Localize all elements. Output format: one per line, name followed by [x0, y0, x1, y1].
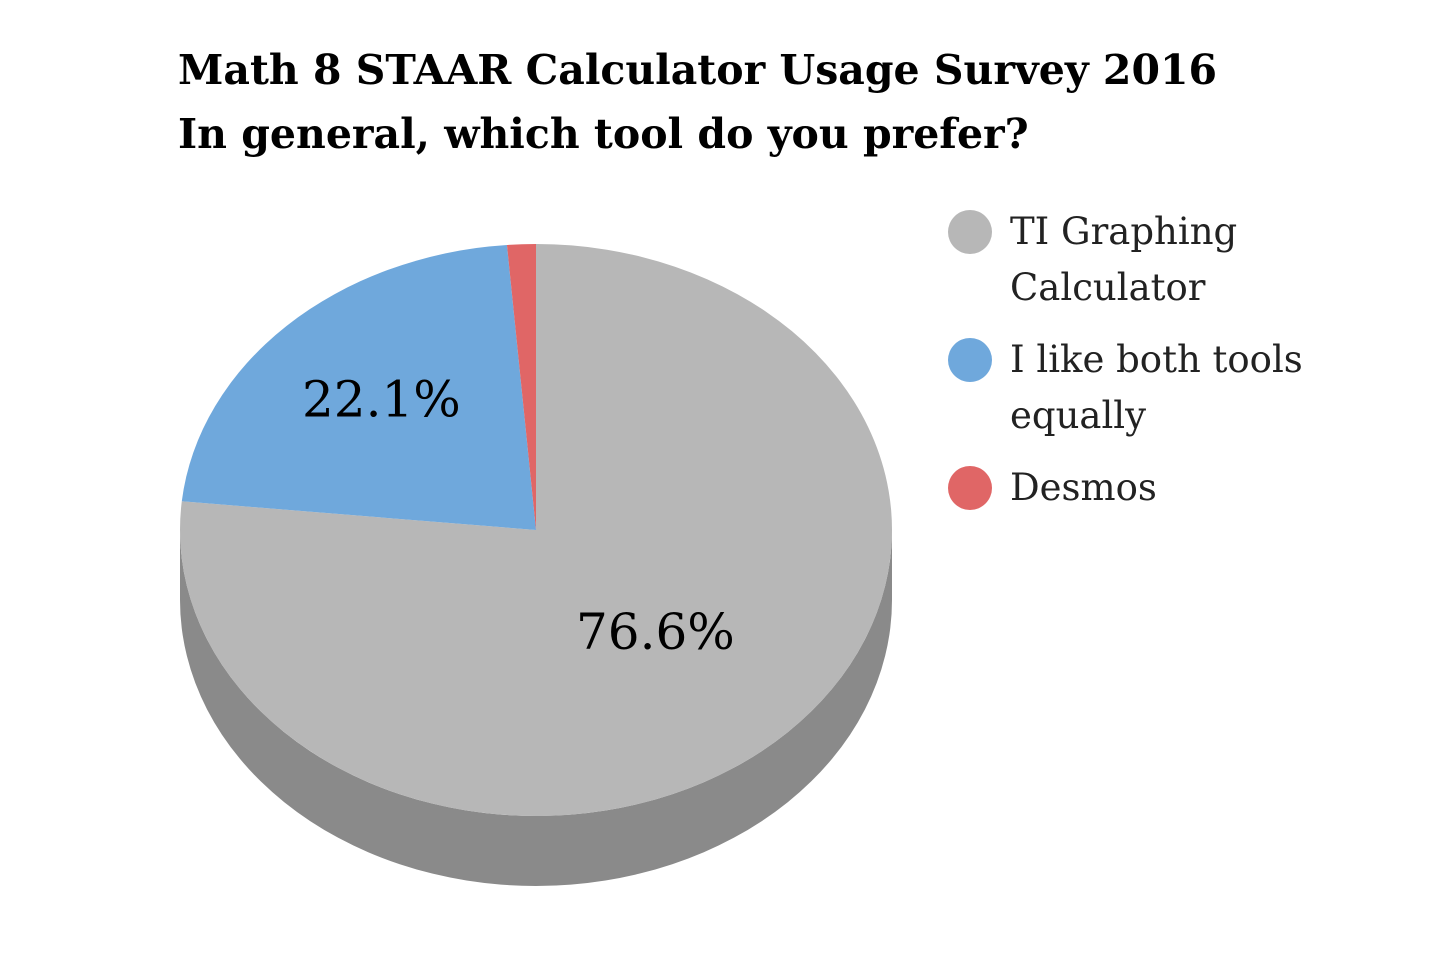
- legend-label: I like both tools equally: [1010, 338, 1303, 437]
- pie-slice-i-like-both-tools-equally: [181, 244, 537, 530]
- pie-slice-desmos: [506, 244, 536, 530]
- legend-swatch-desmos: [948, 466, 992, 510]
- data-label-i-like-both-tools-equally: 22.1%: [302, 370, 461, 428]
- legend-label: TI Graphing Calculator: [1010, 210, 1238, 309]
- chart-title: Math 8 STAAR Calculator Usage Survey 201…: [178, 46, 1218, 94]
- legend-swatch-both-tools-equally: [948, 338, 992, 382]
- legend-swatch-ti-graphing-calculator: [948, 210, 992, 254]
- legend: TI Graphing Calculator I like both tools…: [948, 204, 1428, 516]
- legend-item-ti-graphing-calculator: TI Graphing Calculator: [948, 204, 1428, 316]
- pie-side-group: [180, 530, 892, 886]
- pie-side-ti-graphing-calculator: [180, 530, 892, 886]
- pie-top-group: [179, 244, 892, 817]
- legend-item-desmos: Desmos: [948, 460, 1428, 516]
- legend-item-both-tools-equally: I like both tools equally: [948, 332, 1428, 444]
- pie-labels-group: 76.6% 22.1%: [302, 370, 735, 661]
- legend-label: Desmos: [1010, 466, 1157, 509]
- data-label-ti-graphing-calculator: 76.6%: [576, 603, 735, 661]
- chart-subtitle: In general, which tool do you prefer?: [178, 110, 1029, 158]
- chart-title-block: Math 8 STAAR Calculator Usage Survey 201…: [178, 38, 1418, 166]
